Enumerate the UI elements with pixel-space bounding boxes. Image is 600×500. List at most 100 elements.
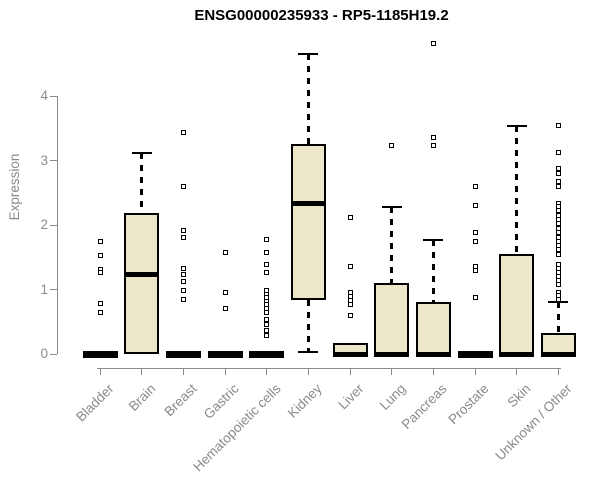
outlier-point [264, 237, 270, 243]
outlier-point [472, 239, 478, 245]
median-line [499, 351, 535, 357]
y-axis-tick [50, 224, 57, 226]
x-axis-tick [391, 368, 393, 375]
outlier-point [555, 220, 561, 226]
outlier-point [264, 262, 270, 268]
y-axis-tick [50, 353, 57, 355]
outlier-point [347, 312, 353, 318]
box-skin [499, 254, 535, 354]
outlier-point [97, 300, 103, 306]
outlier-point [555, 281, 561, 287]
zero-bar-gastric [207, 350, 243, 358]
outlier-point [264, 250, 270, 256]
y-tick-label: 0 [40, 346, 48, 361]
lower-whisker-cap [298, 351, 319, 354]
outlier-point [97, 252, 103, 258]
outlier-point [347, 302, 353, 308]
outlier-point [180, 235, 186, 241]
x-axis-line [97, 368, 562, 369]
outlier-point [97, 309, 103, 315]
y-axis-tick [50, 95, 57, 97]
y-tick-label: 2 [40, 217, 48, 232]
x-axis-tick [474, 368, 476, 375]
x-axis-tick [182, 368, 184, 375]
outlier-point [555, 179, 561, 185]
outlier-point [347, 264, 353, 270]
chart-title: ENSG00000235933 - RP5-1185H19.2 [194, 7, 449, 24]
x-axis-tick [266, 368, 268, 375]
x-axis-tick [307, 368, 309, 375]
outlier-point [180, 279, 186, 285]
outlier-point [222, 249, 228, 255]
median-line [415, 351, 451, 357]
box-kidney [290, 143, 326, 300]
outlier-point [555, 165, 561, 171]
outlier-point [97, 239, 103, 245]
upper-whisker-line [432, 239, 435, 302]
x-axis-tick [99, 368, 101, 375]
upper-whisker-line [307, 54, 310, 144]
outlier-point [472, 229, 478, 235]
zero-bar-prostate [457, 350, 493, 358]
outlier-point [430, 142, 436, 148]
outlier-point [555, 150, 561, 156]
y-axis-line [57, 96, 58, 354]
zero-bar-hematopoietic-cells [249, 350, 285, 358]
outlier-point [555, 208, 561, 214]
outlier-point [472, 267, 478, 273]
upper-whisker-cap [423, 238, 444, 241]
upper-whisker-cap [381, 205, 402, 208]
upper-whisker-cap [131, 151, 152, 154]
upper-whisker-line [390, 206, 393, 284]
outlier-point [264, 317, 270, 323]
outlier-point [222, 306, 228, 312]
y-tick-label: 4 [40, 88, 48, 103]
outlier-point [430, 40, 436, 46]
box-lung [374, 283, 410, 354]
x-axis-tick [224, 368, 226, 375]
outlier-point [97, 269, 103, 275]
upper-whisker-line [515, 126, 518, 255]
outlier-point [347, 297, 353, 303]
x-axis-tick [516, 368, 518, 375]
box-pancreas [415, 301, 451, 354]
outlier-point [430, 135, 436, 141]
outlier-point [264, 310, 270, 316]
zero-bar-breast [165, 350, 201, 358]
outlier-point [472, 203, 478, 209]
y-axis-tick [50, 160, 57, 161]
outlier-point [180, 271, 186, 277]
outlier-point [180, 287, 186, 293]
lower-whisker-line [307, 299, 310, 353]
outlier-point [347, 215, 353, 221]
outlier-point [180, 265, 186, 271]
median-line [374, 351, 410, 357]
outlier-point [555, 251, 561, 257]
outlier-point [180, 227, 186, 233]
outlier-point [555, 225, 561, 231]
y-tick-label: 1 [40, 281, 48, 297]
outlier-point [222, 290, 228, 296]
upper-whisker-line [140, 152, 143, 213]
outlier-point [555, 122, 561, 128]
x-axis-tick [557, 368, 559, 375]
outlier-point [472, 294, 478, 300]
outlier-point [555, 183, 561, 189]
outlier-point [555, 296, 561, 302]
median-line [332, 351, 368, 357]
x-axis-tick [349, 368, 351, 375]
median-line [124, 272, 160, 278]
outlier-point [180, 296, 186, 302]
upper-whisker-cap [506, 125, 527, 128]
upper-whisker-cap [548, 300, 569, 303]
outlier-point [555, 230, 561, 236]
outlier-point [555, 170, 561, 176]
outlier-point [389, 142, 395, 148]
outlier-point [472, 183, 478, 189]
median-line [290, 200, 326, 206]
outlier-point [180, 183, 186, 189]
outlier-point [555, 247, 561, 252]
upper-whisker-cap [298, 53, 319, 56]
